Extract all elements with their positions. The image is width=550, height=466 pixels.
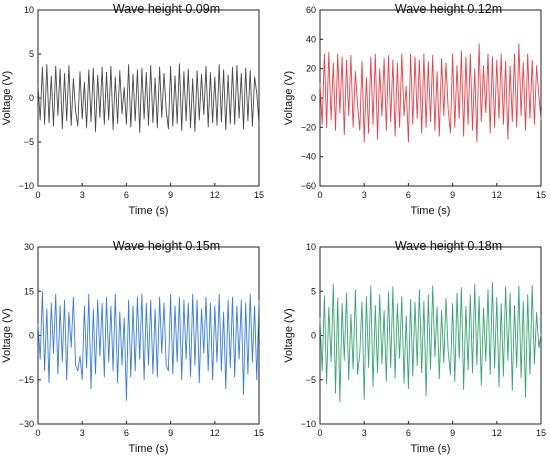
chart-panel-4: 0 3 6 9 12 15 −10 −5 0 5 10 Wave height 0.18m Time (… xyxy=(283,239,546,455)
x-tick-label: 12 xyxy=(492,428,502,438)
chart-title: Wave height 0.18m xyxy=(395,239,502,253)
x-tick-label: 15 xyxy=(254,428,264,438)
y-tick-label: 15 xyxy=(24,286,34,296)
chart-panel-3: 0 3 6 9 12 15 −30 −15 0 15 30 Wave height 0.15m Time… xyxy=(1,239,264,455)
series-line xyxy=(37,290,260,401)
series-line xyxy=(37,63,260,133)
y-tick-label: 5 xyxy=(29,49,34,59)
x-tick-label: 15 xyxy=(536,428,546,438)
y-axis-label: Voltage (V) xyxy=(283,71,295,125)
y-tick-label: 10 xyxy=(24,5,34,15)
plot-frame xyxy=(319,9,542,187)
y-tick-label: 30 xyxy=(24,242,34,252)
x-tick-label: 9 xyxy=(450,428,455,438)
x-tick-label: 3 xyxy=(362,428,367,438)
x-tick-label: 3 xyxy=(362,190,367,200)
y-tick-label: 60 xyxy=(306,5,316,15)
x-tick-label: 3 xyxy=(80,428,85,438)
y-axis-label: Voltage (V) xyxy=(1,308,13,362)
x-tick-label: 6 xyxy=(406,428,411,438)
y-tick-label: 0 xyxy=(311,93,316,103)
y-tick-label: 20 xyxy=(306,64,316,74)
y-tick-label: −10 xyxy=(301,419,316,429)
y-axis-label: Voltage (V) xyxy=(283,308,295,362)
y-tick-label: 10 xyxy=(306,242,316,252)
chart-title: Wave height 0.15m xyxy=(113,239,220,253)
x-tick-label: 12 xyxy=(210,190,220,200)
y-tick-label: −5 xyxy=(24,137,34,147)
x-axis-label: Time (s) xyxy=(411,205,451,217)
x-tick-label: 9 xyxy=(450,190,455,200)
x-tick-label: 0 xyxy=(35,190,40,200)
plot-frame xyxy=(319,246,542,425)
y-axis-label: Voltage (V) xyxy=(1,71,13,125)
x-tick-label: 6 xyxy=(406,190,411,200)
x-tick-label: 12 xyxy=(492,190,502,200)
y-tick-label: 0 xyxy=(311,331,316,341)
x-tick-label: 12 xyxy=(210,428,220,438)
x-axis-label: Time (s) xyxy=(411,443,451,455)
plot-frame xyxy=(37,9,260,187)
y-tick-label: −5 xyxy=(306,375,316,385)
y-tick-label: 40 xyxy=(306,34,316,44)
x-tick-label: 0 xyxy=(35,428,40,438)
y-tick-label: 5 xyxy=(311,286,316,296)
y-tick-label: 0 xyxy=(29,331,34,341)
x-tick-label: 6 xyxy=(124,428,129,438)
x-tick-label: 3 xyxy=(80,190,85,200)
x-tick-label: 0 xyxy=(317,428,322,438)
y-tick-label: 0 xyxy=(29,93,34,103)
chart-panel-1: 0 3 6 9 12 15 −10 −5 0 5 10 Wave height 0.09m Time (… xyxy=(1,2,264,217)
x-tick-label: 15 xyxy=(536,190,546,200)
x-tick-label: 9 xyxy=(168,190,173,200)
y-tick-label: −20 xyxy=(301,122,316,132)
x-axis-label: Time (s) xyxy=(129,205,169,217)
y-tick-label: −40 xyxy=(301,152,316,162)
chart-title: Wave height 0.09m xyxy=(113,2,220,16)
x-tick-label: 9 xyxy=(168,428,173,438)
x-tick-label: 6 xyxy=(124,190,129,200)
x-tick-label: 15 xyxy=(254,190,264,200)
y-tick-label: −30 xyxy=(19,419,34,429)
x-tick-label: 0 xyxy=(317,190,322,200)
y-tick-label: −60 xyxy=(301,181,316,191)
y-tick-label: −10 xyxy=(19,181,34,191)
series-line xyxy=(319,43,542,143)
chart-panel-2: 0 3 6 9 12 15 −60 −40 −20 0 20 40 60 Wave height 0.12… xyxy=(283,2,546,217)
series-line xyxy=(319,281,542,403)
chart-title: Wave height 0.12m xyxy=(395,2,502,16)
y-tick-label: −15 xyxy=(19,375,34,385)
x-axis-label: Time (s) xyxy=(129,443,169,455)
plot-frame xyxy=(37,246,260,425)
